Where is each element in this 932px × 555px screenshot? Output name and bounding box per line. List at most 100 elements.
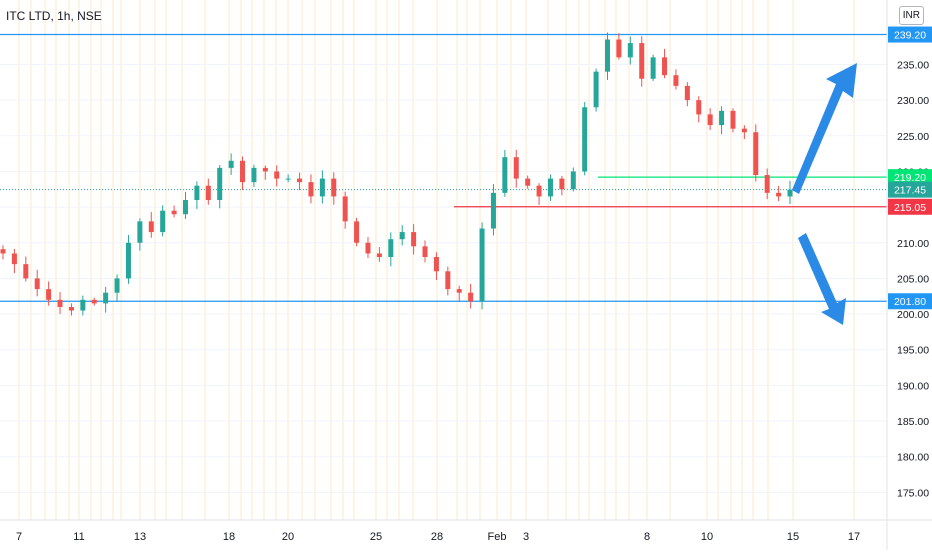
y-tick-label: 185.00: [897, 416, 929, 428]
last-price-badge-bg: [888, 181, 932, 198]
candle: [787, 180, 793, 205]
candle: [103, 286, 109, 313]
candle-body: [741, 128, 747, 133]
candle: [46, 281, 52, 306]
candle-body: [559, 178, 565, 190]
candle-body: [388, 239, 394, 258]
candle: [422, 240, 428, 263]
candle: [171, 205, 177, 218]
candle: [308, 174, 314, 204]
candle: [776, 185, 782, 202]
candle: [274, 165, 280, 187]
candle-body: [605, 39, 611, 72]
x-tick-label: 20: [282, 531, 294, 543]
candle: [91, 297, 97, 306]
candle-body: [627, 43, 633, 58]
candle-body: [547, 178, 553, 197]
candle-body: [570, 171, 576, 190]
candle: [57, 292, 63, 315]
candle: [570, 167, 576, 192]
candle: [650, 54, 656, 81]
candle-body: [593, 71, 599, 108]
x-tick-label: 18: [223, 531, 235, 543]
last-price-badge: 217.45: [894, 185, 926, 197]
candle: [251, 164, 257, 188]
level-badge-201: 201.80: [894, 296, 926, 308]
candle: [23, 256, 29, 282]
candle: [411, 224, 417, 255]
x-tick-label: 13: [134, 531, 146, 543]
y-tick-label: 195.00: [897, 345, 929, 357]
candle-body: [662, 57, 668, 76]
grid: [0, 0, 887, 520]
candle: [376, 247, 382, 262]
candle-body: [228, 160, 234, 168]
candle-body: [308, 182, 314, 197]
candle-body: [68, 306, 74, 311]
up-arrow-icon: [792, 63, 857, 194]
y-tick-label: 200.00: [897, 309, 929, 321]
candle: [205, 178, 211, 205]
candle-body: [205, 185, 211, 200]
candle-body: [650, 57, 656, 79]
candle: [285, 174, 291, 183]
candle: [388, 232, 394, 267]
candle: [182, 191, 188, 219]
candle-body: [582, 107, 588, 172]
candle: [331, 172, 337, 205]
candle-body: [513, 157, 519, 179]
level-badge-215-bg: [888, 198, 932, 215]
candle-body: [331, 178, 337, 197]
candle-body: [490, 192, 496, 229]
candle: [240, 156, 246, 191]
candle-body: [194, 185, 200, 200]
candle: [433, 252, 439, 281]
candle-body: [764, 175, 770, 193]
horizontal-levels: [0, 33, 887, 302]
candle: [582, 102, 588, 176]
candle-body: [479, 228, 485, 302]
y-tick-label: 190.00: [897, 380, 929, 392]
candle: [616, 33, 622, 60]
candle-body: [240, 160, 246, 183]
candle-body: [0, 249, 6, 254]
x-tick-label: 25: [370, 531, 382, 543]
candle: [365, 236, 371, 258]
candle: [80, 295, 86, 316]
candle-body: [125, 242, 131, 279]
level-badge-219-bg: [888, 169, 932, 186]
candle-body: [114, 278, 120, 293]
y-tick-label: 175.00: [897, 487, 929, 499]
candle-body: [639, 43, 645, 79]
level-badge-239: 239.20: [894, 30, 926, 42]
candle-body: [445, 271, 451, 290]
x-tick-label: 11: [73, 531, 84, 543]
candle-body: [376, 253, 382, 258]
x-tick-label: Feb: [488, 531, 507, 543]
candle: [684, 82, 690, 107]
candle-body: [719, 110, 725, 126]
candle: [399, 225, 405, 246]
candle-body: [616, 39, 622, 58]
candle-body: [251, 167, 257, 183]
candle: [559, 175, 565, 196]
y-tick-label: 230.00: [897, 95, 929, 107]
candle-body: [696, 100, 702, 115]
candle-body: [46, 289, 52, 300]
x-tick-label: 3: [523, 531, 529, 543]
level-badge-201-bg: [888, 293, 932, 310]
candle: [194, 181, 200, 209]
candle: [297, 172, 303, 191]
currency-button[interactable]: INR: [898, 6, 924, 25]
candle: [605, 32, 611, 80]
candle-body: [776, 192, 782, 197]
candle-body: [753, 132, 759, 176]
x-tick-label: 10: [701, 531, 713, 543]
candle: [593, 68, 599, 112]
candle-body: [285, 178, 291, 180]
candle: [707, 108, 713, 130]
candle: [627, 36, 633, 65]
candle-body: [103, 292, 109, 304]
candle: [217, 165, 223, 209]
